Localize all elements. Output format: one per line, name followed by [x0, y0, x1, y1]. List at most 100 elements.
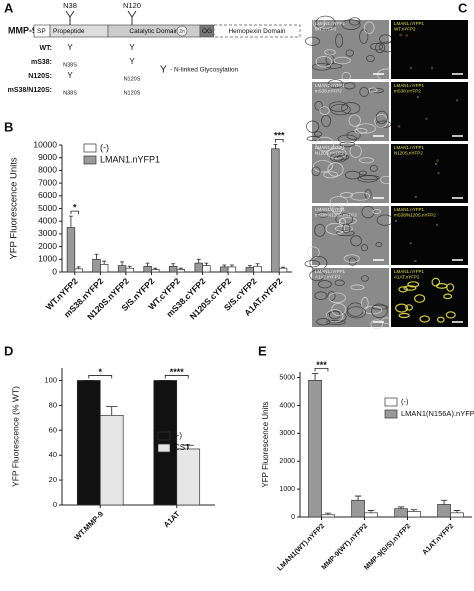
- cell-texture: [331, 204, 343, 215]
- y-axis-label: YFP Fluorescence (% WT): [10, 386, 20, 487]
- fluorescence: [431, 277, 441, 287]
- cell-texture: [375, 242, 383, 248]
- bar: [437, 504, 451, 518]
- domain-label: Catalytic Domain: [129, 28, 179, 35]
- micrograph: [391, 82, 468, 141]
- fluorescence: [409, 66, 412, 70]
- legend-label: (-): [174, 431, 182, 440]
- cell-texture: [328, 292, 346, 304]
- cell-texture: [370, 42, 384, 51]
- y-tick-label: 3000: [279, 430, 295, 437]
- cell-texture: [327, 79, 344, 89]
- micrograph-label: LMAN1.nYFP1: [394, 207, 425, 212]
- bar: [407, 511, 421, 518]
- fluorescence: [436, 223, 439, 226]
- cell-texture: [339, 141, 356, 148]
- bar: [66, 227, 76, 273]
- bar: [227, 266, 237, 273]
- cell-texture: [343, 82, 356, 90]
- significance-label: ***: [274, 131, 285, 141]
- panel-label: C: [458, 0, 468, 15]
- panel-label: A: [4, 0, 14, 15]
- error-bar: [222, 264, 227, 267]
- y-tick-label: 1000: [279, 486, 295, 493]
- cell-texture: [347, 302, 364, 317]
- cell-texture: [315, 136, 335, 152]
- cell-texture: [311, 166, 321, 177]
- cell-texture: [361, 296, 369, 310]
- micrograph-label: N120S.nYFP2: [394, 151, 423, 156]
- error-bar: [230, 264, 234, 267]
- error-bar: [182, 444, 194, 449]
- fluorescence: [405, 34, 408, 37]
- error-bar: [120, 261, 124, 266]
- y-tick-label: 5000: [279, 374, 295, 381]
- micrograph-label: LMAN1.nYFP1: [315, 145, 346, 150]
- fluorescence: [414, 294, 426, 303]
- cell-texture: [312, 17, 326, 29]
- cell-texture: [356, 123, 376, 134]
- bar: [76, 380, 101, 506]
- error-bar: [94, 253, 99, 260]
- error-bar: [440, 499, 448, 505]
- bar: [99, 264, 109, 273]
- error-bar: [324, 512, 332, 515]
- cell-texture: [375, 42, 386, 54]
- cell-texture: [314, 223, 326, 237]
- glycan-symbol: [65, 10, 75, 25]
- fluorescence: [414, 259, 417, 263]
- micrograph-label: A1AT.nYFP2: [394, 275, 420, 280]
- variant-cell: Y: [67, 43, 73, 52]
- legend-text: - N-linked Glycosylation: [170, 67, 239, 74]
- cell-texture: [359, 157, 374, 164]
- cell-texture: [341, 102, 361, 115]
- cell-texture: [346, 130, 361, 140]
- cell-texture: [361, 275, 369, 282]
- cell-texture: [328, 101, 349, 112]
- fluorescence: [414, 195, 417, 199]
- error-bar: [196, 258, 201, 264]
- cell-texture: [341, 71, 351, 81]
- cell-texture: [330, 152, 348, 163]
- cell-texture: [354, 128, 368, 134]
- error-bar: [76, 266, 81, 269]
- y-axis-label: YFP Fluorescence Units: [261, 401, 270, 487]
- cell-texture: [343, 254, 360, 263]
- cell-texture: [311, 63, 332, 71]
- cell-texture: [350, 235, 362, 247]
- cell-texture: [335, 230, 355, 237]
- site-label: N120: [123, 1, 141, 10]
- bar: [245, 267, 255, 273]
- micrograph: [391, 144, 468, 203]
- y-tick-label: 40: [49, 450, 57, 459]
- micrograph: [391, 20, 468, 79]
- cell-texture: [363, 21, 375, 35]
- micrograph-label: LMAN1.nYFP1: [394, 83, 425, 88]
- cell-texture: [340, 192, 354, 198]
- significance-bracket: [88, 375, 113, 379]
- y-tick-label: 80: [49, 400, 57, 409]
- bar: [117, 265, 127, 273]
- cell-texture: [329, 203, 344, 213]
- variant-cell: N38S: [63, 62, 77, 68]
- error-bar: [145, 262, 150, 267]
- error-bar: [354, 495, 362, 501]
- domain-label: Propeptide: [53, 28, 85, 35]
- variant-name: mS38:: [31, 59, 52, 66]
- cell-texture: [375, 110, 389, 124]
- cell-texture: [366, 54, 375, 63]
- y-tick-label: 1000: [38, 254, 57, 264]
- bar: [168, 265, 178, 273]
- micrograph-label: N120S.nYFP2: [315, 151, 344, 156]
- bar: [125, 267, 134, 273]
- y-axis-label: YFP Fluorescence Units: [9, 157, 20, 260]
- significance-label: *: [98, 367, 102, 377]
- legend-label: CST: [174, 443, 190, 452]
- cell-texture: [349, 17, 361, 26]
- significance-label: *: [73, 202, 77, 212]
- significance-bracket: [314, 367, 329, 372]
- cell-texture: [326, 147, 347, 159]
- y-tick-label: 2000: [38, 241, 57, 251]
